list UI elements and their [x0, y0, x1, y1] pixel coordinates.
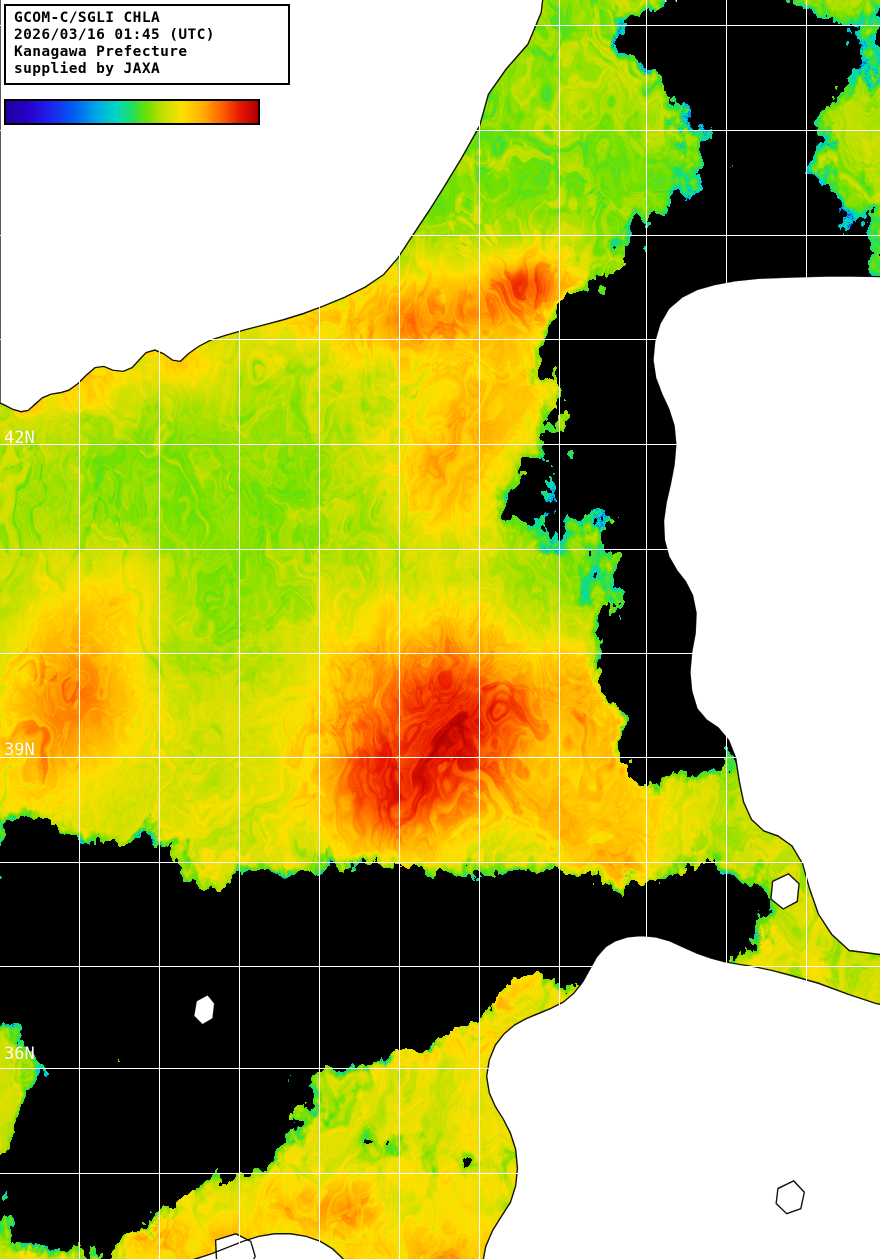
info-line-region: Kanagawa Prefecture: [14, 44, 188, 60]
colorbar-legend: [4, 99, 260, 125]
colorbar-gradient: [6, 101, 258, 123]
info-line-product: GCOM-C/SGLI CHLA: [14, 10, 161, 26]
info-line-datetime: 2026/03/16 01:45 (UTC): [14, 27, 215, 43]
info-legend-box: GCOM-C/SGLI CHLA 2026/03/16 01:45 (UTC) …: [4, 4, 290, 85]
info-line-provider: supplied by JAXA: [14, 61, 161, 77]
